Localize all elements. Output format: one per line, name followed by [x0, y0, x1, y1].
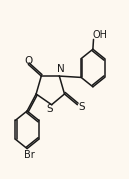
Text: OH: OH [92, 30, 107, 40]
Text: S: S [78, 102, 85, 112]
Text: Br: Br [24, 150, 35, 160]
Text: O: O [24, 56, 33, 66]
Text: N: N [57, 64, 64, 74]
Text: S: S [46, 104, 53, 114]
